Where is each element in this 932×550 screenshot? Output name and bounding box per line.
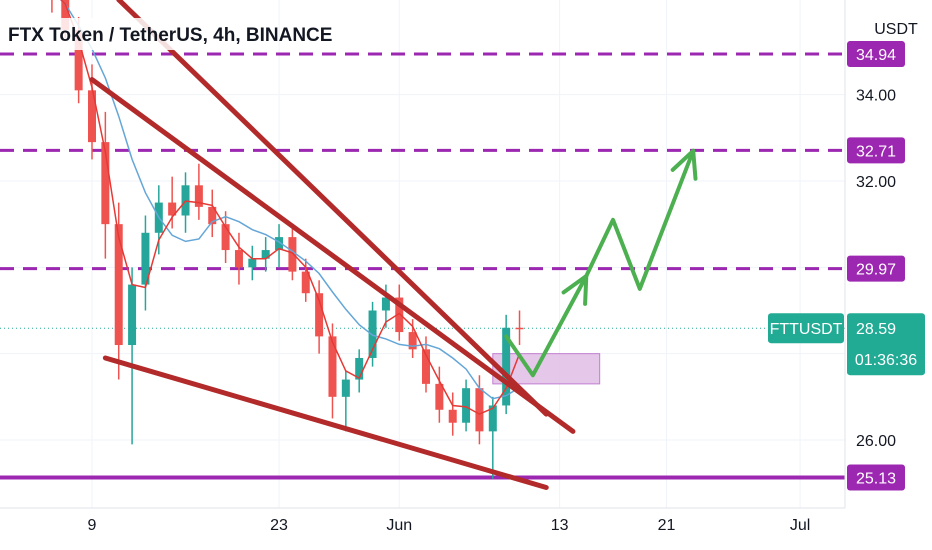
trendline-1 [89, 77, 576, 434]
y-tick-label: 34.00 [856, 88, 896, 105]
symbol-tag [768, 313, 844, 344]
candle-body [221, 224, 230, 251]
candle-body [488, 405, 497, 432]
candle-body [502, 327, 511, 406]
level-tag-label: 29.97 [856, 262, 896, 279]
candle-body [88, 90, 96, 143]
title-backdrop [0, 18, 278, 50]
candle-body [395, 297, 404, 333]
candle-body [515, 327, 524, 330]
x-tick-label: Jun [386, 517, 412, 534]
moving-averages [60, 0, 521, 415]
trendline-3 [116, 0, 549, 417]
candle-body [315, 293, 324, 337]
x-tick-label: 23 [270, 517, 288, 534]
countdown-label: 01:36:36 [855, 352, 917, 369]
candle-body [422, 349, 430, 384]
time-axis-panel[interactable] [0, 508, 845, 550]
current-price-label: 28.59 [856, 321, 896, 338]
candle-body [301, 271, 310, 294]
level-tag [847, 464, 905, 491]
level-tag-label: 32.71 [856, 143, 896, 160]
x-tick-label: 21 [658, 517, 676, 534]
price-tags: 34.94 32.71 29.97 25.13 FTTUSDT 28.59 01:36:36 [768, 41, 925, 491]
candle-body [355, 357, 364, 380]
level-tag [847, 41, 905, 68]
symbol-tag-label: FTTUSDT [770, 321, 843, 338]
projection-arrowhead-1 [561, 274, 589, 306]
level-tag [847, 255, 905, 282]
projection-arrowhead-2 [670, 148, 698, 181]
candle-body [448, 409, 457, 423]
projection-polyline [504, 148, 696, 378]
current-price-tag [847, 313, 925, 376]
candle-body [208, 206, 217, 225]
x-axis-ticks: 9 23 Jun 13 21 Jul [88, 517, 811, 534]
chart-title: FTX Token / TetherUS, 4h, BINANCE [8, 25, 332, 46]
candle-body [288, 237, 297, 272]
candle-body [408, 332, 417, 350]
ma-fast-line [60, 0, 521, 415]
level-tag-label: 25.13 [856, 471, 896, 488]
candle-body [462, 388, 471, 423]
candle-body [381, 297, 390, 311]
candle-body [248, 258, 257, 268]
candle-body [261, 250, 270, 259]
ma-slow-line [60, 0, 520, 400]
y-axis-unit-label: USDT [874, 21, 918, 38]
candle-body [341, 379, 350, 397]
y-tick-label: 26.00 [856, 433, 896, 450]
candle-body [435, 383, 444, 410]
x-tick-label: Jul [790, 517, 810, 534]
candle-body [74, 29, 83, 91]
candle-body [101, 142, 110, 225]
x-tick-label: 9 [88, 517, 97, 534]
y-tick-label: 32.00 [856, 174, 896, 191]
candlestick-series [51, 0, 524, 479]
candle-body [328, 336, 337, 397]
x-tick-label: 13 [551, 517, 569, 534]
grid-lines [0, 0, 845, 508]
candle-body [128, 284, 137, 346]
candle-body [114, 224, 123, 346]
candle-body [141, 232, 150, 285]
level-tag [847, 137, 905, 164]
candle-body [234, 250, 243, 268]
candle-body [475, 388, 484, 432]
trendline-2 [102, 355, 549, 490]
trendlines [89, 0, 576, 490]
candle-body [61, 0, 70, 30]
candle-body [275, 237, 284, 251]
candle-body [194, 185, 203, 207]
horizontal-levels [0, 52, 845, 480]
candle-body [168, 202, 177, 216]
y-axis-ticks: 34.00 32.00 26.00 [856, 88, 896, 450]
level-tag-label: 34.94 [856, 47, 896, 64]
projection-path [504, 148, 698, 378]
